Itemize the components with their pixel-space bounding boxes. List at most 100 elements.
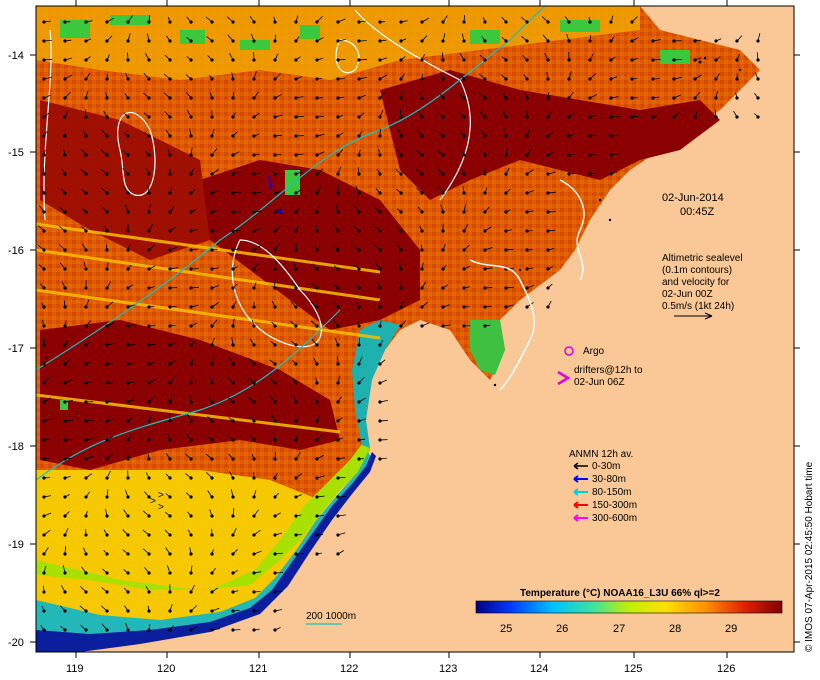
velocity-arrow-origin: [168, 533, 172, 537]
velocity-arrow-origin: [252, 77, 256, 81]
velocity-arrow-origin: [525, 305, 529, 309]
velocity-arrow-origin: [273, 438, 277, 442]
velocity-arrow-origin: [168, 590, 172, 594]
velocity-arrow-origin: [357, 324, 361, 328]
velocity-arrow-origin: [147, 362, 151, 366]
coastline: [469, 179, 585, 391]
velocity-arrow-origin: [441, 210, 445, 214]
sst-band-green: [36, 440, 370, 590]
velocity-arrow-origin: [315, 286, 319, 290]
velocity-arrow-origin: [567, 172, 571, 176]
velocity-arrow-origin: [525, 229, 529, 233]
velocity-arrow-origin: [504, 305, 508, 309]
velocity-arrow-origin: [252, 362, 256, 366]
velocity-arrow-origin: [231, 457, 235, 461]
velocity-arrow-origin: [84, 248, 88, 252]
velocity-arrow-origin: [252, 58, 256, 62]
velocity-arrow-origin: [273, 381, 277, 385]
velocity-arrow-origin: [399, 286, 403, 290]
velocity-arrow-origin: [105, 552, 109, 556]
lon-tick-label: 120: [157, 663, 175, 675]
velocity-arrow-origin: [546, 172, 550, 176]
velocity-arrow-origin: [231, 381, 235, 385]
velocity-arrow-origin: [378, 362, 382, 366]
velocity-arrow-origin: [252, 210, 256, 214]
velocity-arrow-origin: [231, 438, 235, 442]
velocity-arrow-origin: [588, 115, 592, 119]
velocity-arrow-origin: [210, 267, 214, 271]
velocity-arrow-origin: [147, 609, 151, 613]
velocity-arrow-origin: [315, 419, 319, 423]
velocity-arrow-origin: [168, 153, 172, 157]
velocity-arrow-origin: [378, 229, 382, 233]
velocity-arrow-origin: [315, 400, 319, 404]
velocity-arrow-origin: [294, 514, 298, 518]
velocity-arrow-origin: [42, 248, 46, 252]
velocity-arrow-origin: [294, 210, 298, 214]
velocity-arrow-origin: [420, 267, 424, 271]
drifter-marker: >: [150, 496, 156, 507]
velocity-arrow-origin: [315, 229, 319, 233]
velocity-arrow-origin: [483, 115, 487, 119]
velocity-arrow-origin: [315, 305, 319, 309]
velocity-arrow-origin: [651, 58, 655, 62]
velocity-arrow-origin: [273, 39, 277, 43]
velocity-arrow-origin: [357, 58, 361, 62]
velocity-arrow-origin: [84, 58, 88, 62]
velocity-arrow-origin: [315, 248, 319, 252]
velocity-arrow-origin: [147, 438, 151, 442]
velocity-arrow-origin: [147, 381, 151, 385]
velocity-arrow-origin: [42, 381, 46, 385]
velocity-arrow-origin: [168, 362, 172, 366]
velocity-arrow-origin: [231, 590, 235, 594]
velocity-arrow-origin: [441, 77, 445, 81]
velocity-arrow-origin: [483, 39, 487, 43]
velocity-arrow-origin: [126, 495, 130, 499]
velocity-arrow-origin: [273, 514, 277, 518]
altimetry-line: 02-Jun 00Z: [662, 289, 713, 300]
velocity-arrow-origin: [525, 115, 529, 119]
velocity-arrow-origin: [609, 153, 613, 157]
velocity-arrow-origin: [462, 229, 466, 233]
velocity-arrow-origin: [399, 267, 403, 271]
velocity-arrow-origin: [273, 191, 277, 195]
warm-pool-north: [380, 70, 720, 200]
velocity-arrow-origin: [210, 58, 214, 62]
velocity-arrow-origin: [168, 609, 172, 613]
velocity-arrow-origin: [756, 115, 760, 119]
velocity-arrow-origin: [210, 96, 214, 100]
velocity-arrow-origin: [273, 476, 277, 480]
velocity-arrow-origin: [42, 77, 46, 81]
anmn-item-label: 80-150m: [592, 487, 631, 498]
altimetry-line: Altimetric sealevel: [662, 253, 743, 264]
velocity-arrow-origin: [63, 172, 67, 176]
velocity-arrow-origin: [672, 115, 676, 119]
velocity-arrow-origin: [441, 305, 445, 309]
velocity-arrow-origin: [189, 324, 193, 328]
velocity-arrow-origin: [168, 343, 172, 347]
velocity-arrow-origin: [126, 400, 130, 404]
velocity-arrow-origin: [210, 628, 214, 632]
velocity-arrow-origin: [63, 438, 67, 442]
velocity-arrow-origin: [210, 400, 214, 404]
velocity-arrow-origin: [252, 419, 256, 423]
velocity-arrow-origin: [693, 39, 697, 43]
velocity-arrow-origin: [210, 210, 214, 214]
velocity-arrow-origin: [168, 552, 172, 556]
velocity-arrow-origin: [273, 552, 277, 556]
velocity-arrow-origin: [399, 115, 403, 119]
velocity-arrow-origin: [483, 20, 487, 24]
velocity-arrow-origin: [105, 39, 109, 43]
velocity-arrow-origin: [378, 153, 382, 157]
velocity-arrow-origin: [357, 77, 361, 81]
velocity-arrow-origin: [147, 39, 151, 43]
velocity-arrow-origin: [105, 305, 109, 309]
lon-tick: 119: [66, 0, 84, 675]
velocity-arrow-origin: [126, 229, 130, 233]
velocity-arrow-origin: [336, 362, 340, 366]
velocity-arrow-origin: [105, 438, 109, 442]
velocity-arrow-origin: [147, 514, 151, 518]
velocity-arrow-origin: [231, 153, 235, 157]
velocity-arrow-origin: [714, 58, 718, 62]
lat-tick-label: -15: [8, 147, 24, 159]
